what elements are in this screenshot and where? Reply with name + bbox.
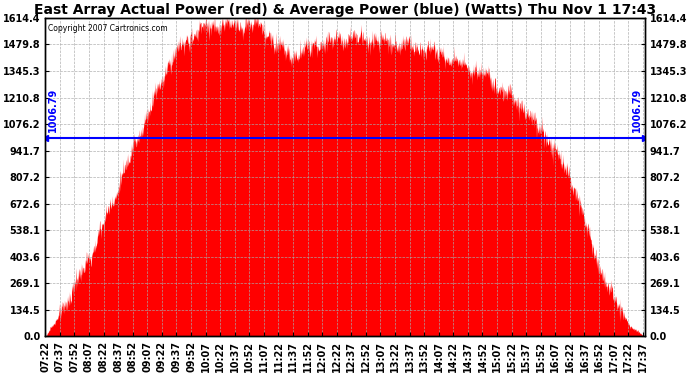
Text: Copyright 2007 Cartronics.com: Copyright 2007 Cartronics.com	[48, 24, 168, 33]
Text: 1006.79: 1006.79	[48, 88, 58, 132]
Title: East Array Actual Power (red) & Average Power (blue) (Watts) Thu Nov 1 17:43: East Array Actual Power (red) & Average …	[34, 3, 656, 17]
Text: 1006.79: 1006.79	[632, 88, 642, 132]
